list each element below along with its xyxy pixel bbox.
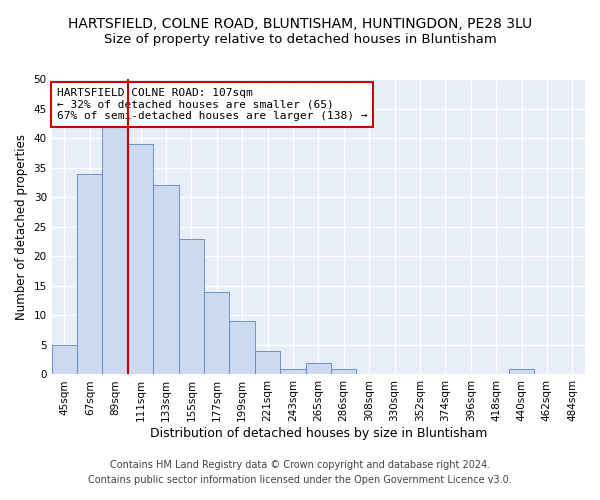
Bar — [103, 126, 128, 374]
Bar — [179, 238, 204, 374]
Bar — [305, 362, 331, 374]
Bar — [255, 351, 280, 374]
Text: HARTSFIELD, COLNE ROAD, BLUNTISHAM, HUNTINGDON, PE28 3LU: HARTSFIELD, COLNE ROAD, BLUNTISHAM, HUNT… — [68, 18, 532, 32]
Y-axis label: Number of detached properties: Number of detached properties — [15, 134, 28, 320]
Bar — [128, 144, 153, 374]
Bar — [204, 292, 229, 374]
Text: HARTSFIELD COLNE ROAD: 107sqm
← 32% of detached houses are smaller (65)
67% of s: HARTSFIELD COLNE ROAD: 107sqm ← 32% of d… — [57, 88, 367, 121]
Bar — [52, 345, 77, 374]
Bar — [229, 322, 255, 374]
Bar — [509, 368, 534, 374]
Text: Size of property relative to detached houses in Bluntisham: Size of property relative to detached ho… — [104, 32, 496, 46]
Bar — [77, 174, 103, 374]
Bar — [331, 368, 356, 374]
X-axis label: Distribution of detached houses by size in Bluntisham: Distribution of detached houses by size … — [149, 427, 487, 440]
Bar — [153, 186, 179, 374]
Bar — [280, 368, 305, 374]
Text: Contains HM Land Registry data © Crown copyright and database right 2024.
Contai: Contains HM Land Registry data © Crown c… — [88, 460, 512, 485]
